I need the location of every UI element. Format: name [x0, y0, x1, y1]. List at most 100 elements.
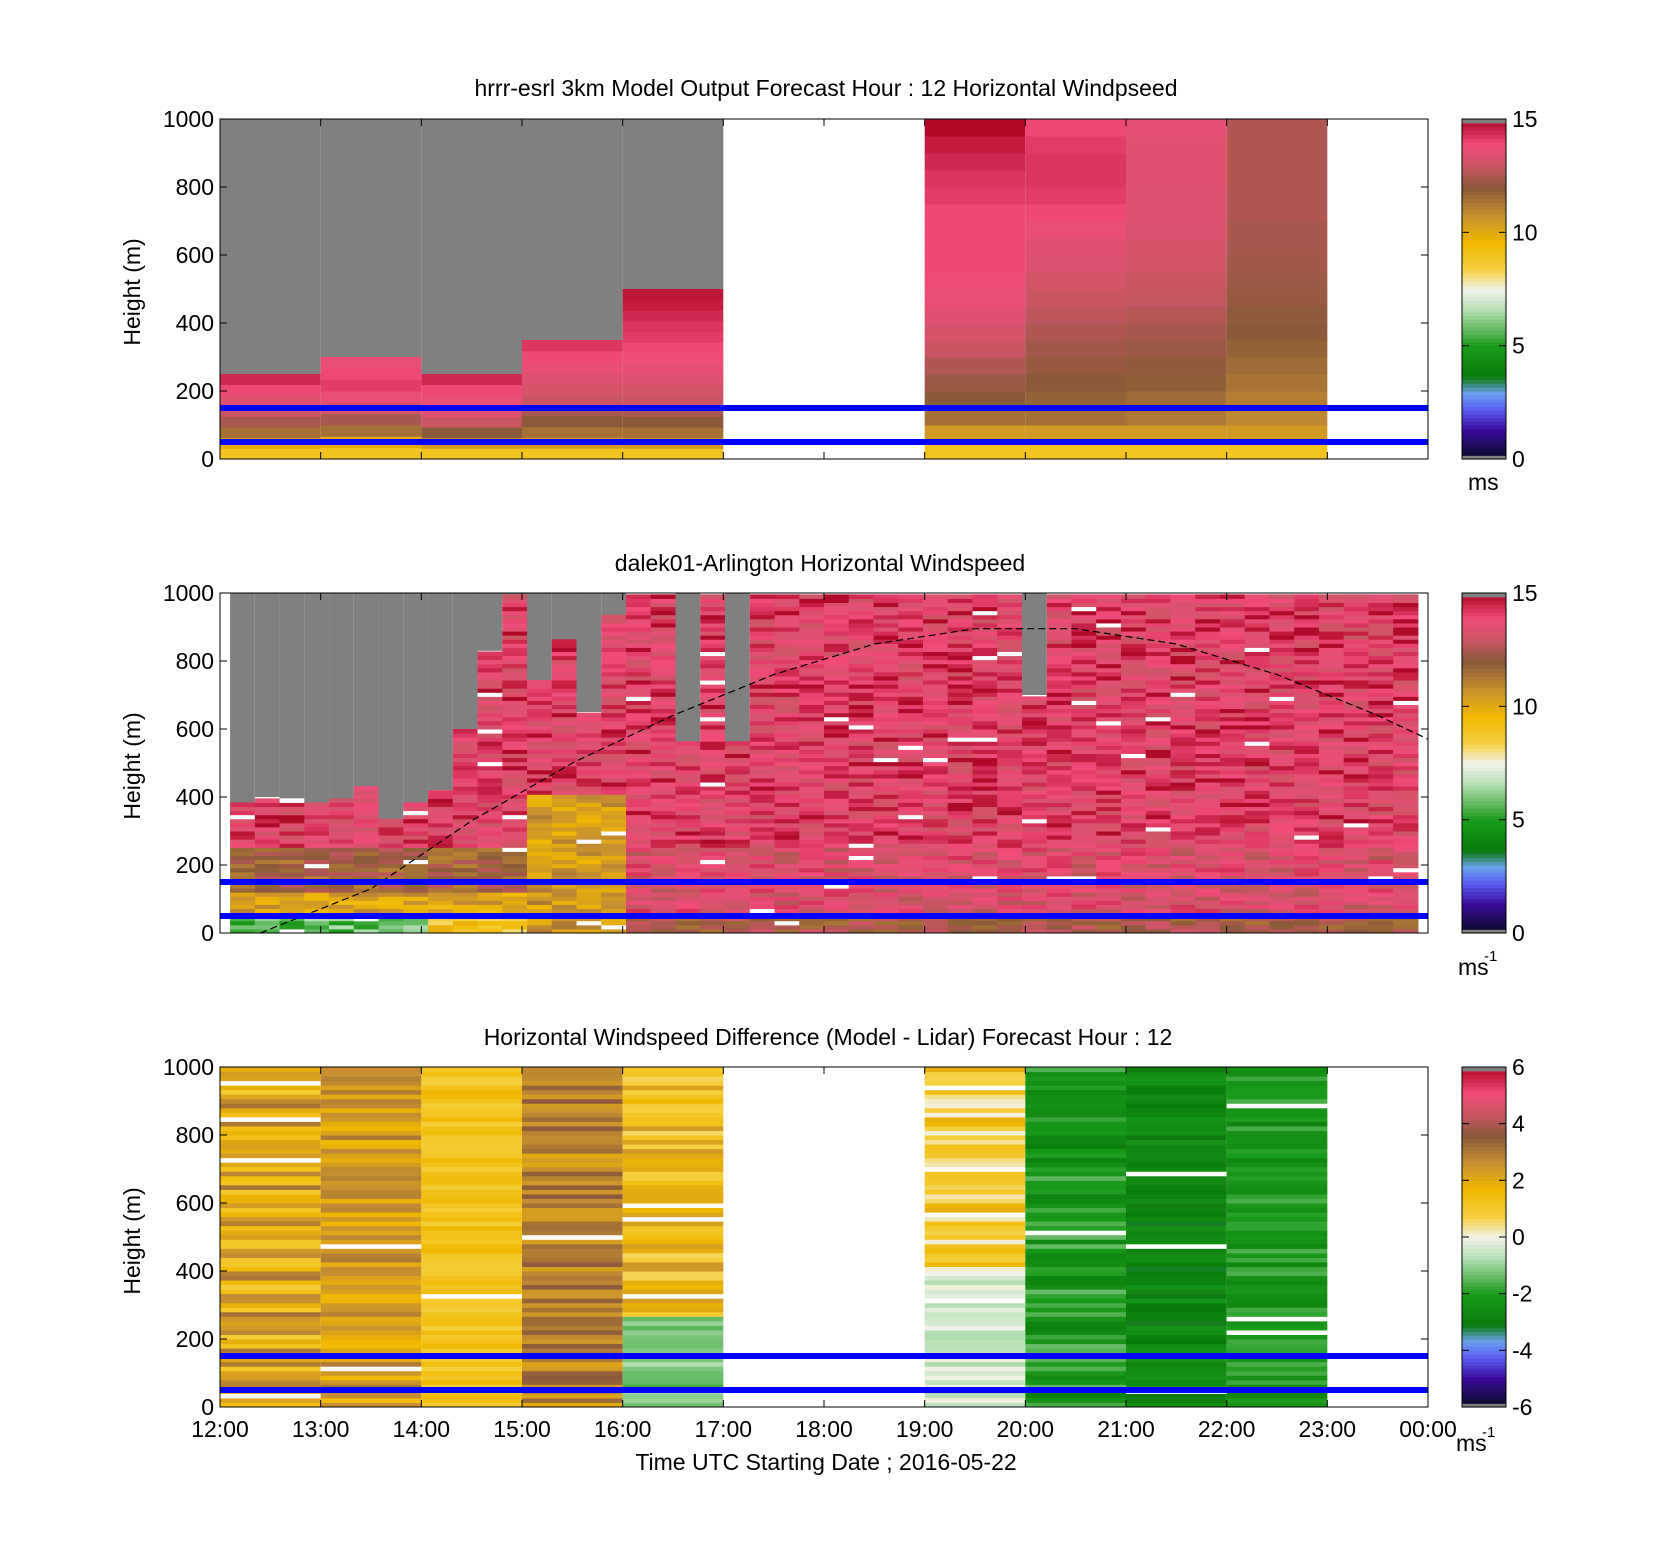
colorbar-segment [1462, 349, 1506, 354]
heatmap-cell [477, 928, 503, 934]
heatmap-cell [1393, 692, 1419, 697]
colorbar-segment [1462, 289, 1506, 294]
heatmap-cell [997, 769, 1023, 775]
heatmap-cell [1145, 680, 1171, 685]
heatmap-cell [1170, 802, 1196, 808]
heatmap-cell [279, 888, 305, 893]
heatmap-cell [650, 847, 677, 852]
heatmap-cell [329, 802, 355, 808]
heatmap-cell [502, 831, 528, 836]
colorbar-segment [1462, 1354, 1506, 1359]
heatmap-cell [972, 896, 998, 901]
heatmap-cell [527, 761, 553, 767]
heatmap-cell [1096, 606, 1122, 612]
heatmap-cell [997, 655, 1023, 661]
heatmap-cell [725, 871, 751, 877]
heatmap-cell [1046, 896, 1072, 901]
heatmap-cell [452, 875, 479, 881]
heatmap-cell [1219, 618, 1246, 624]
colorbar-segment [1462, 1082, 1506, 1087]
heatmap-cell [1126, 187, 1227, 205]
heatmap-cell [1025, 1157, 1126, 1163]
heatmap-cell [1318, 753, 1345, 759]
heatmap-cell [1126, 1316, 1227, 1322]
heatmap-cell [626, 663, 652, 669]
heatmap-cell [1170, 871, 1196, 877]
heatmap-cell [1120, 806, 1147, 812]
heatmap-cell [1226, 1348, 1328, 1354]
heatmap-cell [1096, 671, 1122, 677]
heatmap-cell [378, 924, 404, 930]
heatmap-cell [675, 875, 701, 881]
colorbar-segment [1462, 797, 1506, 802]
heatmap-cell [1226, 1116, 1328, 1122]
heatmap-cell [626, 622, 652, 628]
colorbar-segment [1462, 664, 1506, 670]
heatmap-cell [922, 675, 949, 681]
heatmap-cell [997, 622, 1023, 628]
heatmap-cell [799, 859, 825, 865]
heatmap-cell [626, 651, 652, 657]
heatmap-cell [799, 765, 825, 771]
heatmap-cell [924, 1257, 1026, 1263]
heatmap-cell [502, 647, 528, 652]
heatmap-cell [1025, 136, 1126, 154]
heatmap-cell [279, 835, 305, 840]
heatmap-cell [924, 1329, 1026, 1335]
colorbar-segment [1462, 729, 1506, 734]
heatmap-cell [650, 928, 677, 934]
heatmap-cell [1244, 761, 1270, 767]
heatmap-cell [1126, 1293, 1227, 1299]
heatmap-cell [873, 892, 899, 897]
heatmap-cell [1219, 594, 1246, 599]
heatmap-cell [1294, 745, 1320, 750]
heatmap-cell [675, 765, 701, 771]
heatmap-cell [972, 847, 998, 852]
heatmap-cell [1046, 802, 1072, 808]
heatmap-cell [922, 892, 949, 897]
heatmap-cell [922, 647, 949, 652]
heatmap-cell [502, 826, 528, 832]
heatmap-cell [220, 1103, 321, 1109]
heatmap-cell [1318, 757, 1345, 763]
heatmap-cell [428, 806, 454, 812]
heatmap-cell [1294, 875, 1320, 881]
heatmap-cell [997, 696, 1023, 701]
heatmap-cell [320, 368, 422, 381]
heatmap-cell [477, 737, 503, 742]
heatmap-cell [972, 769, 998, 775]
heatmap-cell [1195, 639, 1221, 644]
x-tick-label: 21:00 [1097, 1416, 1155, 1442]
heatmap-cell [626, 602, 652, 608]
heatmap-cell [924, 1234, 1026, 1240]
heatmap-cell [700, 765, 726, 771]
heatmap-cell [1294, 647, 1320, 652]
heatmap-cell [1393, 863, 1419, 869]
heatmap-cell [848, 867, 874, 873]
heatmap-cell [601, 667, 627, 673]
heatmap-cell [601, 675, 627, 681]
heatmap-cell [650, 806, 677, 812]
heatmap-cell [329, 835, 355, 840]
heatmap-cell [1025, 1103, 1126, 1109]
heatmap-cell [1318, 818, 1345, 824]
heatmap-cell [898, 769, 924, 775]
heatmap-cell [254, 920, 281, 926]
heatmap-cell [551, 708, 578, 714]
heatmap-cell [1046, 610, 1072, 616]
colorbar-segment [1462, 834, 1506, 840]
heatmap-cell [1170, 818, 1196, 824]
heatmap-cell [898, 888, 924, 893]
heatmap-cell [922, 631, 949, 636]
heatmap-cell [622, 1166, 724, 1172]
heatmap-cell [1071, 867, 1097, 873]
heatmap-cell [1025, 289, 1126, 307]
heatmap-cell [329, 798, 355, 803]
heatmap-cell [522, 1162, 623, 1168]
heatmap-cell [1126, 391, 1227, 409]
heatmap-cell [626, 712, 652, 718]
heatmap-cell [220, 1189, 321, 1195]
heatmap-cell [1269, 684, 1295, 689]
heatmap-cell [502, 708, 528, 714]
heatmap-cell [774, 618, 800, 624]
